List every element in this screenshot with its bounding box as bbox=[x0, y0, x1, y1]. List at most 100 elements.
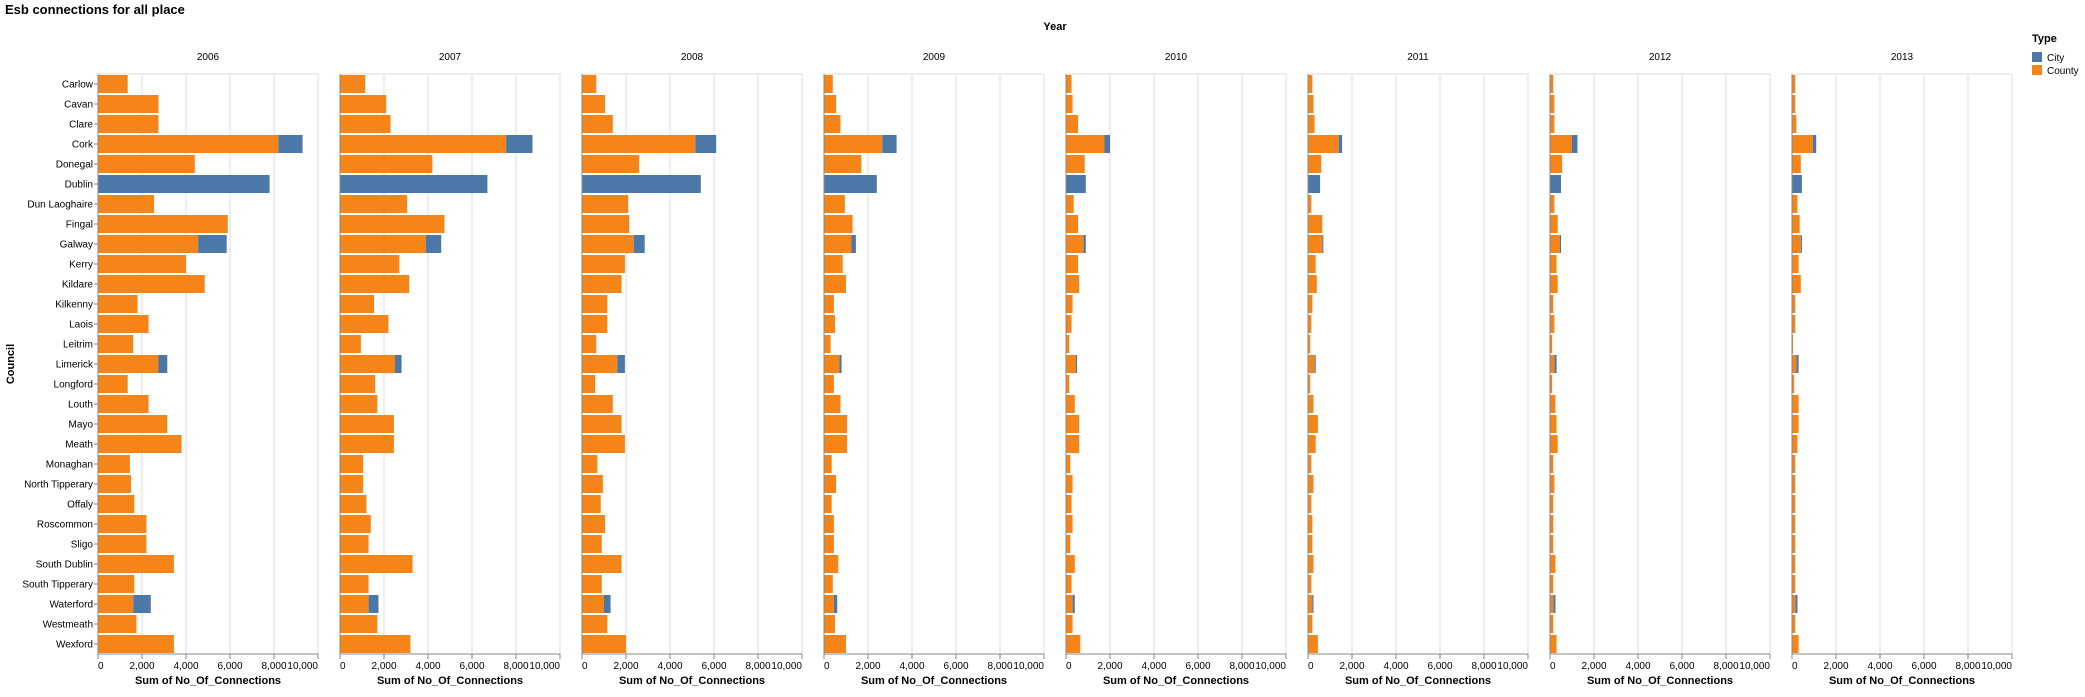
bar-county bbox=[1550, 575, 1554, 593]
bar-county bbox=[98, 535, 147, 553]
x-tick-label: 6,000 bbox=[1185, 661, 1210, 672]
y-tick-label: North Tipperary bbox=[24, 480, 93, 491]
bar-city bbox=[1075, 355, 1077, 373]
bar-county bbox=[340, 335, 361, 353]
bar-county bbox=[98, 295, 138, 313]
x-tick-label: 6,000 bbox=[1427, 661, 1452, 672]
bar-county bbox=[340, 575, 369, 593]
legend-swatch-city bbox=[2032, 52, 2042, 62]
bar-county bbox=[1308, 335, 1311, 353]
bar-county bbox=[824, 395, 841, 413]
panel-frame bbox=[1065, 73, 1287, 655]
bar-county bbox=[1792, 275, 1801, 293]
y-tick-label: Kildare bbox=[62, 280, 94, 291]
x-tick-label: 8,000 bbox=[1471, 661, 1496, 672]
bar-county bbox=[98, 255, 186, 273]
bar-city bbox=[1572, 135, 1578, 153]
bar-county bbox=[1308, 415, 1318, 433]
bar-city bbox=[158, 355, 168, 373]
x-tick-label: 2,000 bbox=[1097, 661, 1122, 672]
y-tick-label: Donegal bbox=[56, 160, 93, 171]
facet-year-label: 2008 bbox=[681, 52, 704, 63]
bar-county bbox=[824, 595, 834, 613]
bar-county bbox=[582, 95, 606, 113]
bar-county bbox=[98, 615, 137, 633]
legend-label-county: County bbox=[2047, 66, 2079, 77]
bar-county bbox=[340, 255, 400, 273]
y-tick-label: Leitrim bbox=[63, 340, 93, 351]
bars bbox=[1308, 75, 1343, 653]
bar-county bbox=[1308, 535, 1313, 553]
bar-county bbox=[1792, 615, 1796, 633]
x-tick-label: 10,000 bbox=[1739, 661, 1770, 672]
bar-county bbox=[1792, 595, 1796, 613]
bar-county bbox=[98, 235, 199, 253]
bar-county bbox=[1792, 395, 1799, 413]
x-axis-title: Sum of No_Of_Connections bbox=[1829, 675, 1975, 687]
bar-county bbox=[824, 375, 834, 393]
bar-city bbox=[824, 175, 877, 193]
bar-county bbox=[1308, 95, 1314, 113]
bar-county bbox=[1066, 435, 1080, 453]
bar-county bbox=[98, 515, 147, 533]
x-tick-label: 2,000 bbox=[371, 661, 396, 672]
bar-county bbox=[1308, 595, 1313, 613]
y-tick-label: Fingal bbox=[66, 220, 93, 231]
bar-county bbox=[98, 275, 205, 293]
bar-county bbox=[582, 115, 613, 133]
y-tick-label: Sligo bbox=[71, 540, 94, 551]
x-tick-label: 2,000 bbox=[1823, 661, 1848, 672]
y-tick-label: Laois bbox=[69, 320, 93, 331]
bar-county bbox=[582, 275, 622, 293]
bars bbox=[340, 75, 533, 653]
bars bbox=[1792, 75, 1817, 653]
bar-county bbox=[98, 495, 135, 513]
bar-county bbox=[1066, 135, 1105, 153]
legend: Type City County bbox=[2032, 33, 2079, 77]
y-tick-label: Meath bbox=[65, 440, 93, 451]
bar-county bbox=[1550, 455, 1554, 473]
bar-county bbox=[1308, 555, 1314, 573]
x-axis: 0 2,000 4,000 6,000 8,000 10,000 Sum of No_Of_… bbox=[339, 74, 561, 687]
x-tick-label: 4,000 bbox=[1867, 661, 1892, 672]
bar-county bbox=[1550, 395, 1556, 413]
y-tick-label: Louth bbox=[68, 400, 93, 411]
bar-county bbox=[1792, 575, 1796, 593]
bar-city bbox=[695, 135, 717, 153]
x-axis-title: Sum of No_Of_Connections bbox=[1587, 675, 1733, 687]
x-tick-label: 6,000 bbox=[1911, 661, 1936, 672]
bar-county bbox=[824, 135, 883, 153]
bar-county bbox=[340, 95, 387, 113]
bar-county bbox=[1066, 495, 1072, 513]
x-axis-title: Sum of No_Of_Connections bbox=[377, 675, 523, 687]
bar-county bbox=[340, 215, 445, 233]
bar-county bbox=[340, 235, 426, 253]
bar-county bbox=[1066, 335, 1070, 353]
y-tick-label: Kerry bbox=[69, 260, 93, 271]
bar-county bbox=[340, 615, 378, 633]
bar-county bbox=[340, 495, 367, 513]
x-axis: 0 2,000 4,000 6,000 8,000 10,000 Sum of No_Of_… bbox=[1065, 74, 1287, 687]
bar-county bbox=[582, 215, 630, 233]
bar-county bbox=[824, 195, 845, 213]
bar-county bbox=[98, 555, 174, 573]
facet-panel-2007: 2007 0 2,000 4,000 6,000 8,000 10,000 Sum of No… bbox=[339, 52, 561, 687]
x-tick-label: 8,000 bbox=[1955, 661, 1980, 672]
bar-county bbox=[1792, 415, 1799, 433]
bar-county bbox=[1308, 135, 1339, 153]
bar-county bbox=[1308, 115, 1315, 133]
x-tick-label: 10,000 bbox=[1013, 661, 1044, 672]
facet-year-label: 2013 bbox=[1891, 52, 1914, 63]
bar-county bbox=[98, 375, 128, 393]
bar-county bbox=[582, 395, 613, 413]
x-tick-label: 4,000 bbox=[1141, 661, 1166, 672]
bar-city bbox=[1322, 235, 1324, 253]
facet-panel-2009: 2009 0 2,000 4,000 6,000 8,000 10,000 Sum of No… bbox=[823, 52, 1045, 687]
bar-county bbox=[1308, 515, 1313, 533]
bar-city bbox=[839, 355, 842, 373]
bars bbox=[824, 75, 897, 653]
y-tick-label: Clare bbox=[69, 120, 93, 131]
bar-county bbox=[340, 475, 364, 493]
bar-county bbox=[98, 395, 149, 413]
